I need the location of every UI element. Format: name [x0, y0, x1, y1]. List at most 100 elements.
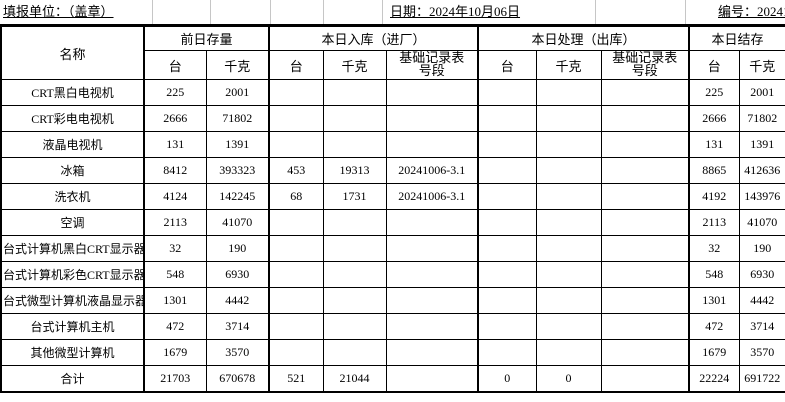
- cell-out-units: [477, 105, 537, 132]
- cell-out-kg: [535, 339, 602, 366]
- cell-prev-kg: 190: [205, 235, 270, 262]
- cell-in-record: [385, 287, 479, 314]
- table-row: 台式计算机彩色CRT显示器 548 6930 548 6930: [0, 261, 785, 288]
- cell-out-kg: 0: [535, 365, 602, 392]
- cell-out-units: [477, 79, 537, 106]
- cell-out-units: [477, 131, 537, 158]
- cell-prev-units: 21703: [143, 365, 207, 392]
- cell-in-record: [385, 79, 479, 106]
- cell-in-record: [385, 261, 479, 288]
- cell-in-kg: [322, 131, 387, 158]
- cell-prev-kg: 4442: [205, 287, 270, 314]
- cell-out-kg: [535, 261, 602, 288]
- cell-out-kg: [535, 209, 602, 236]
- cell-out-record: [600, 365, 690, 392]
- cell-out-record: [600, 79, 690, 106]
- cell-in-units: [268, 339, 324, 366]
- cell-prev-kg: 2001: [205, 79, 270, 106]
- cell-prev-kg: 1391: [205, 131, 270, 158]
- table-row: 台式计算机黑白CRT显示器 32 190 32 190: [0, 235, 785, 262]
- cell-out-units: [477, 235, 537, 262]
- row-label: 空调: [0, 209, 145, 236]
- col-header-name: 名称: [0, 26, 145, 80]
- cell-in-units: [268, 131, 324, 158]
- col-header-out-units: 台: [477, 50, 537, 80]
- cell-in-kg: 1731: [322, 183, 387, 210]
- cell-in-record: 20241006-3.1: [385, 157, 479, 184]
- cell-in-record: [385, 339, 479, 366]
- row-label: 台式微型计算机液晶显示器: [0, 287, 145, 314]
- cell-prev-units: 2113: [143, 209, 207, 236]
- cell-out-units: 0: [477, 365, 537, 392]
- cell-in-record: [385, 313, 479, 340]
- cell-in-kg: 19313: [322, 157, 387, 184]
- cell-prev-units: 1679: [143, 339, 207, 366]
- row-label: 台式计算机黑白CRT显示器: [0, 235, 145, 262]
- cell-out-record: [600, 131, 690, 158]
- reporting-unit-label: 填报单位：（盖章）: [3, 4, 114, 19]
- row-label: 其他微型计算机: [0, 339, 145, 366]
- cell-bal-units: 2113: [688, 209, 740, 236]
- cell-out-units: [477, 261, 537, 288]
- cell-bal-kg: 6930: [738, 261, 785, 288]
- cell-prev-kg: 393323: [205, 157, 270, 184]
- cell-prev-kg: 3714: [205, 313, 270, 340]
- cell-in-kg: [322, 261, 387, 288]
- inventory-table: 名称 前日存量 本日入库（进厂） 本日处理（出库） 本日结存 台 千克 台 千克…: [0, 26, 785, 393]
- spreadsheet-gridline: [210, 0, 211, 24]
- cell-prev-units: 4124: [143, 183, 207, 210]
- cell-bal-kg: 143976: [738, 183, 785, 210]
- cell-in-units: [268, 79, 324, 106]
- cell-prev-kg: 3570: [205, 339, 270, 366]
- spreadsheet-gridline: [323, 0, 324, 24]
- cell-in-record: [385, 209, 479, 236]
- row-label: 液晶电视机: [0, 131, 145, 158]
- cell-prev-kg: 41070: [205, 209, 270, 236]
- cell-prev-units: 131: [143, 131, 207, 158]
- col-header-in-units: 台: [268, 50, 324, 80]
- cell-bal-units: 548: [688, 261, 740, 288]
- col-header-bal-units: 台: [688, 50, 740, 80]
- cell-out-record: [600, 339, 690, 366]
- cell-bal-units: 8865: [688, 157, 740, 184]
- cell-bal-kg: 2001: [738, 79, 785, 106]
- cell-in-units: 453: [268, 157, 324, 184]
- cell-in-record: [385, 105, 479, 132]
- cell-out-kg: [535, 105, 602, 132]
- cell-in-units: [268, 287, 324, 314]
- cell-out-kg: [535, 79, 602, 106]
- cell-in-units: [268, 209, 324, 236]
- spreadsheet-gridline: [270, 0, 271, 24]
- spreadsheet-gridline: [152, 0, 153, 24]
- cell-prev-units: 225: [143, 79, 207, 106]
- cell-out-kg: [535, 235, 602, 262]
- cell-bal-units: 32: [688, 235, 740, 262]
- cell-in-kg: [322, 313, 387, 340]
- cell-prev-kg: 670678: [205, 365, 270, 392]
- col-group-today-inbound: 本日入库（进厂）: [268, 26, 479, 51]
- table-row-total: 合计 21703 670678 521 21044 0 0 22224 6917…: [0, 365, 785, 392]
- document-number-label: 编号：20241: [718, 4, 785, 19]
- cell-bal-kg: 1391: [738, 131, 785, 158]
- col-group-previous-stock: 前日存量: [142, 26, 270, 51]
- table-row: 液晶电视机 131 1391 131 1391: [0, 131, 785, 158]
- table-row: 台式计算机主机 472 3714 472 3714: [0, 313, 785, 340]
- table-row: CRT彩电电视机 2666 71802 2666 71802: [0, 105, 785, 132]
- cell-prev-units: 32: [143, 235, 207, 262]
- title-bar: 填报单位：（盖章） 日期：2024年10月06日 编号：20241: [0, 0, 785, 26]
- cell-prev-units: 2666: [143, 105, 207, 132]
- cell-in-record: [385, 131, 479, 158]
- table-row: 冰箱 8412 393323 453 19313 20241006-3.1 88…: [0, 157, 785, 184]
- date-label: 日期：2024年10月06日: [390, 4, 521, 19]
- cell-out-units: [477, 157, 537, 184]
- cell-bal-kg: 4442: [738, 287, 785, 314]
- cell-prev-units: 8412: [143, 157, 207, 184]
- cell-bal-kg: 3714: [738, 313, 785, 340]
- cell-out-record: [600, 287, 690, 314]
- cell-out-record: [600, 209, 690, 236]
- cell-in-kg: 21044: [322, 365, 387, 392]
- cell-out-units: [477, 209, 537, 236]
- col-header-out-kg: 千克: [535, 50, 602, 80]
- cell-out-kg: [535, 287, 602, 314]
- table-row: 台式微型计算机液晶显示器 1301 4442 1301 4442: [0, 287, 785, 314]
